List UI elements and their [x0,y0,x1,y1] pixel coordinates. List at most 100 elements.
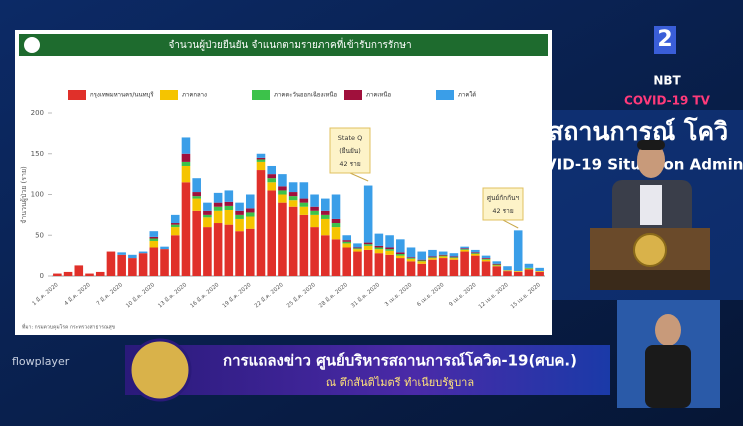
bar-segment [203,227,212,276]
bar-segment [150,241,159,248]
legend-label: กรุงเทพมหานคร/นนทบุรี [90,91,154,99]
bar-segment [289,182,298,192]
bar-segment [235,203,244,211]
bar-segment [310,211,319,215]
bar-segment [139,252,148,254]
bar-segment [385,251,394,255]
bar-segment [407,261,416,276]
network-name: NBT [653,74,681,88]
bar-segment [385,255,394,276]
bar-segment [385,235,394,247]
bar-segment [439,256,448,257]
bar-segment [278,186,287,190]
bar-segment [257,170,266,276]
bar-segment [321,219,330,235]
bar-segment [353,247,362,248]
bar-segment [503,271,512,276]
bar-segment [332,195,341,219]
bar-segment [192,178,201,192]
bar-segment [460,250,469,252]
bar-segment [300,207,309,215]
annotation-text: State Q [338,134,362,142]
bar-segment [375,249,384,253]
bar-segment [85,274,94,276]
bar-segment [471,252,480,253]
bar-segment [492,265,501,266]
bar-segment [171,215,180,223]
bar-segment [182,137,191,153]
screen: สถานการณ์ โควิ VID-19 Situation Admini 2… [0,0,743,426]
bar-segment [342,242,351,244]
bar-segment [407,259,416,261]
bar-segment [267,174,276,178]
bar-segment [139,253,148,276]
studio-title: สถานการณ์ โควิ [548,116,728,146]
banner-subtitle: ณ ตึกสันติไมตรี ทำเนียบรัฐบาล [326,376,474,389]
bar-segment [278,190,287,194]
bar-segment [428,258,437,260]
bar-segment [182,182,191,276]
bar-segment [160,247,169,249]
bar-segment [364,186,373,243]
bar-segment [332,227,341,239]
bar-segment [482,258,491,259]
bar-segment [300,215,309,276]
bar-segment [353,243,362,247]
y-tick-label: 150 [31,150,44,158]
bar-segment [492,265,501,266]
legend-swatch [344,90,362,100]
bar-segment [417,264,426,276]
bar-segment [482,261,491,276]
bar-segment [353,248,362,249]
bar-segment [471,250,480,252]
bar-segment [310,215,319,227]
bar-segment [171,227,180,235]
bar-segment [503,266,512,270]
bar-segment [182,166,191,182]
bar-segment [267,178,276,182]
bar-segment [535,268,544,271]
legend-label: ภาคเหนือ [366,91,391,99]
annotation-text: 42 ราย [339,160,360,168]
bar-segment [342,235,351,240]
bar-segment [450,258,459,260]
bar-segment [450,257,459,258]
bar-segment [203,217,212,227]
bar-segment [235,215,244,219]
y-tick-label: 50 [35,231,44,239]
bar-segment [396,258,405,276]
bar-segment [203,211,212,215]
bar-segment [428,260,437,276]
bar-segment [460,252,469,276]
bar-segment [471,256,480,276]
bar-segment [460,248,469,249]
bar-segment [214,211,223,223]
podium [590,228,710,290]
bar-segment [289,196,298,200]
y-axis-label: จำนวนผู้ป่วย (ราย) [20,166,28,224]
legend-label: ภาคกลาง [182,92,207,99]
bar-segment [439,255,448,256]
bar-segment [407,247,416,257]
bar-segment [117,252,126,254]
bar-segment [417,261,426,262]
player-label[interactable]: flowplayer [12,355,70,368]
bar-segment [246,212,255,216]
bar-segment [214,223,223,276]
bar-segment [385,249,394,251]
bar-segment [128,255,137,258]
bar-segment [160,249,169,276]
bar-segment [492,264,501,265]
bar-segment [417,261,426,263]
seal [130,340,190,400]
bar-segment [417,260,426,261]
bar-segment [278,195,287,203]
annotation-text: ศูนย์กักกันฯ [487,194,520,202]
bar-segment [514,272,523,276]
bar-segment [492,261,501,263]
bar-segment [332,239,341,276]
bar-segment [278,174,287,186]
bar-segment [235,231,244,276]
bar-segment [300,182,309,198]
bar-segment [364,243,373,245]
